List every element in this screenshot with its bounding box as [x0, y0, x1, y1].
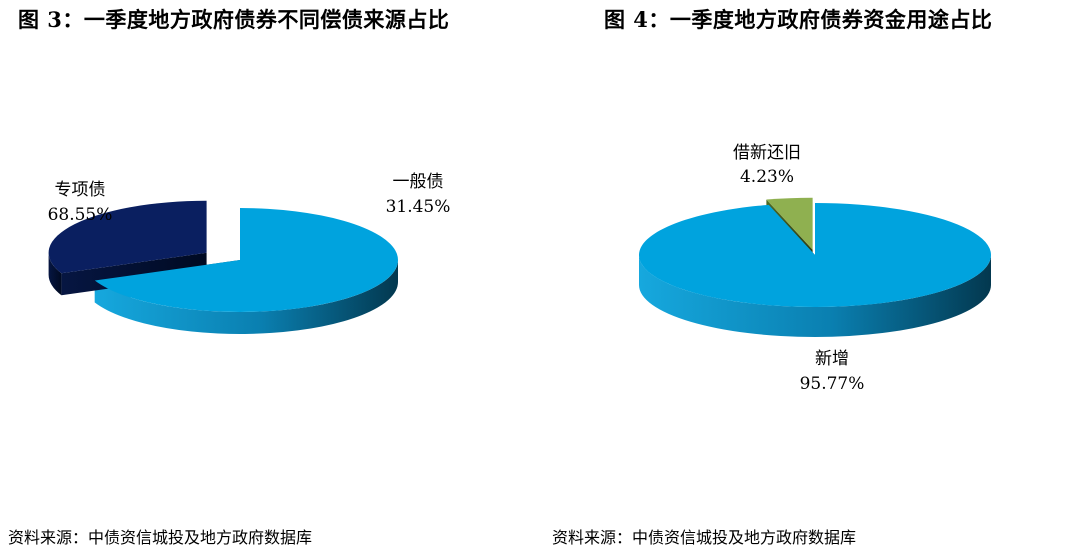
slice-一般债 — [48, 200, 207, 274]
source-note-right: 资料来源：中债资信城投及地方政府数据库 — [552, 528, 857, 547]
slice-cut-一般债 — [61, 252, 207, 296]
slice-value-新增: 95.77% — [800, 374, 865, 394]
slice-label-新增: 新增 — [815, 349, 849, 369]
slice-value-一般债: 31.45% — [386, 197, 451, 217]
chart-title-left: 图 3：一季度地方政府债券不同偿债来源占比 — [18, 7, 450, 32]
pie-chart-left — [48, 200, 399, 334]
slice-借新还旧 — [766, 197, 813, 250]
slice-label-一般债: 一般债 — [393, 172, 444, 192]
slice-label-借新还旧: 借新还旧 — [733, 143, 801, 163]
slice-value-专项债: 68.55% — [48, 205, 113, 225]
slice-专项债 — [94, 208, 399, 312]
pie-chart-right — [638, 197, 991, 337]
slice-side-新增 — [639, 255, 991, 337]
slice-value-借新还旧: 4.23% — [740, 167, 794, 187]
slice-label-专项债: 专项债 — [55, 180, 106, 200]
slice-side-专项债 — [94, 260, 399, 334]
source-note-left: 资料来源：中债资信城投及地方政府数据库 — [8, 528, 313, 547]
slice-side-一般债 — [48, 252, 62, 296]
slice-新增 — [638, 203, 991, 307]
chart-title-right: 图 4：一季度地方政府债券资金用途占比 — [604, 7, 993, 32]
